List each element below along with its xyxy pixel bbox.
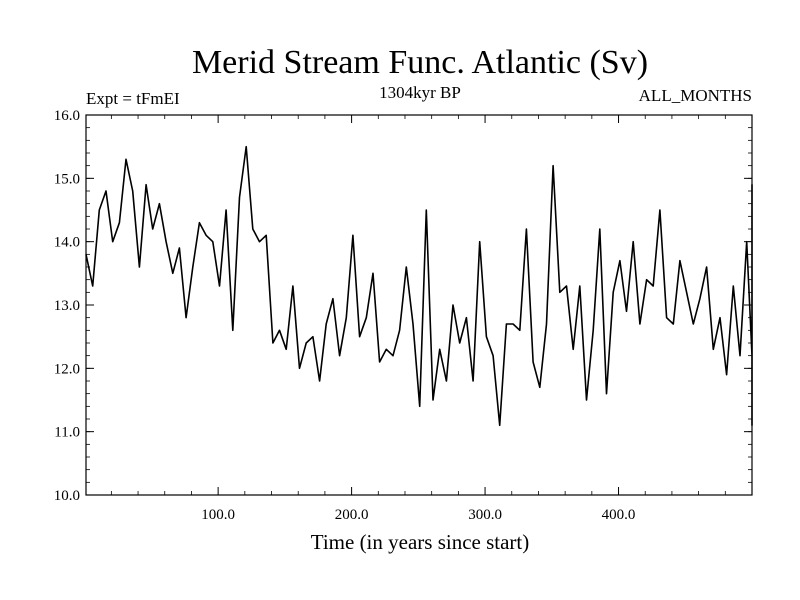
y-tick-label: 11.0 [54,425,80,441]
subtitle-experiment: Expt = tFmEI [86,89,180,108]
x-tick-label: 200.0 [335,507,369,523]
y-axis: 10.0 11.0 12.0 13.0 14.0 15.0 16.0 [54,108,752,504]
chart-title: Merid Stream Func. Atlantic (Sv) [192,44,648,81]
x-tick-label: 100.0 [201,507,235,523]
x-axis: 100.0 200.0 300.0 400.0 [110,115,726,523]
y-tick-label: 10.0 [54,488,80,504]
y-tick-label: 13.0 [54,298,80,314]
subtitle-period: 1304kyr BP [379,83,461,102]
subtitle-months: ALL_MONTHS [639,86,752,105]
x-tick-label: 300.0 [468,507,502,523]
y-tick-label: 16.0 [54,108,80,124]
y-tick-label: 15.0 [54,171,80,187]
y-tick-label: 12.0 [54,361,80,377]
x-tick-label: 400.0 [602,507,636,523]
y-tick-label: 14.0 [54,235,80,251]
x-axis-label: Time (in years since start) [311,530,530,554]
series-line [85,145,753,427]
